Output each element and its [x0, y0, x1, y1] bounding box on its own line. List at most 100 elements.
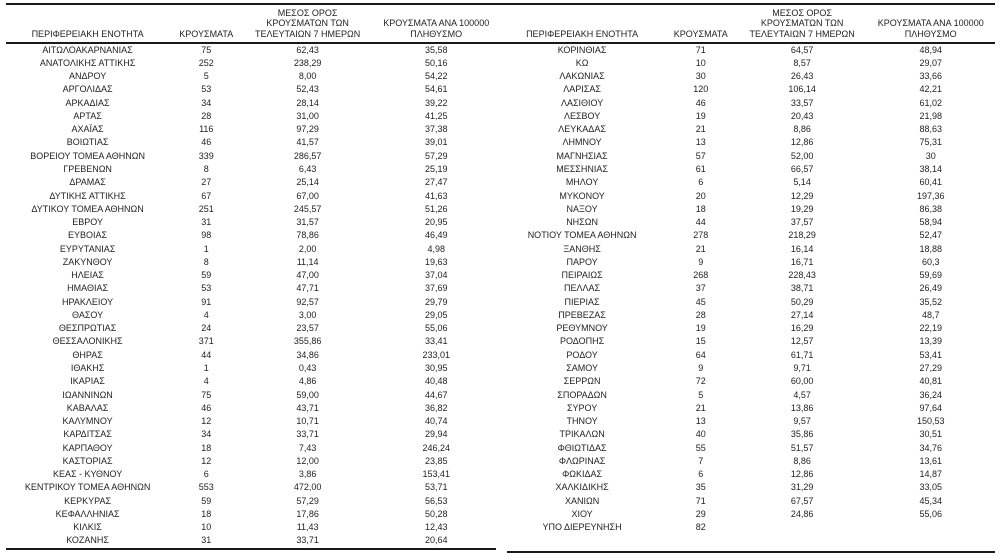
per-100k-cell: 246,24 — [422, 442, 450, 453]
per-100k-cell: 57,29 — [424, 150, 448, 161]
table-body-left: ΑΙΤΩΛΟΑΚΑΡΝΑΝΙΑΣ 75 62,43 35,58 ΑΝΑΤΟΛΙΚΗΣ Α… — [6, 43, 501, 547]
cases-cell: 31 — [201, 217, 212, 228]
per-100k-cell: 30 — [925, 150, 936, 161]
bottom-rule-left — [6, 548, 496, 550]
table-row: ΔΥΤΙΚΟΥ ΤΟΜΕΑ ΑΘΗΝΩΝ 251 245,57 51,26 — [6, 202, 501, 215]
per-100k-cell: 35,52 — [919, 296, 942, 307]
per-100k-cell: 46,49 — [424, 230, 448, 241]
avg-7day-cell: 37,57 — [790, 217, 814, 228]
avg-7day-cell: 2,00 — [298, 243, 317, 254]
region-name-cell: ΘΕΣΠΡΩΤΙΑΣ — [58, 323, 117, 334]
table-row: ΣΑΜΟΥ 9 9,71 27,29 — [501, 361, 996, 374]
cases-cell: 28 — [695, 309, 706, 320]
table-row: ΧΑΛΚΙΔΙΚΗΣ 35 31,29 33,05 — [501, 481, 996, 494]
region-name-cell: ΚΕΑΣ - ΚΥΘΝΟΥ — [52, 469, 123, 480]
region-name-cell: ΠΙΕΡΙΑΣ — [564, 296, 600, 307]
table-row: ΚΑΡΠΑΘΟΥ 18 7,43 246,24 — [6, 441, 501, 454]
cases-cell: 72 — [695, 376, 706, 387]
table-row: ΝΑΞΟΥ 18 19,29 86,38 — [501, 202, 996, 215]
column-header-per-100k: ΚΡΟΥΣΜΑΤΑ ΑΝΑ 100000 ΠΛΗΘΥΣΜΟ — [371, 5, 501, 44]
region-name-cell: ΠΕΙΡΑΙΩΣ — [561, 270, 603, 281]
region-name-cell: ΗΜΑΘΙΑΣ — [67, 283, 109, 294]
region-name-cell: ΚΙΛΚΙΣ — [73, 522, 102, 533]
region-name-cell: ΓΡΕΒΕΝΩΝ — [63, 164, 112, 175]
table-row: ΗΜΑΘΙΑΣ 53 47,71 37,69 — [6, 282, 501, 295]
per-100k-cell: 40,81 — [919, 376, 942, 387]
region-name-cell: ΜΕΣΣΗΝΙΑΣ — [556, 164, 608, 175]
table-row: ΛΑΚΩΝΙΑΣ 30 26,43 33,66 — [501, 70, 996, 83]
cases-cell: 40 — [695, 429, 706, 440]
table-row: ΜΥΚΟΝΟΥ 20 12,29 197,36 — [501, 189, 996, 202]
region-name-cell: ΖΑΚΥΝΘΟΥ — [62, 256, 113, 267]
avg-7day-cell: 31,00 — [296, 110, 319, 121]
per-100k-cell: 52,47 — [919, 230, 942, 241]
region-name-cell: ΗΡΑΚΛΕΙΟΥ — [62, 296, 114, 307]
table-row: ΑΝΑΤΟΛΙΚΗΣ ΑΤΤΙΚΗΣ 252 238,29 50,16 — [6, 56, 501, 69]
region-name-cell: ΚΕΡΚΥΡΑΣ — [64, 495, 112, 506]
table-row: ΑΙΤΩΛΟΑΚΑΡΝΑΝΙΑΣ 75 62,43 35,58 — [6, 43, 501, 56]
cases-cell: 10 — [201, 522, 212, 533]
table-row: ΧΑΝΙΩΝ 71 67,57 45,34 — [501, 494, 996, 507]
cases-cell: 27 — [201, 177, 212, 188]
table-row: ΑΡΤΑΣ 28 31,00 41,25 — [6, 109, 501, 122]
cases-cell: 116 — [199, 124, 214, 135]
cases-cell: 21 — [695, 243, 706, 254]
cases-cell: 37 — [695, 283, 706, 294]
cases-cell: 31 — [201, 535, 212, 546]
table-row: ΙΚΑΡΙΑΣ 4 4,86 40,48 — [6, 375, 501, 388]
per-100k-cell: 29,07 — [919, 57, 942, 68]
table-row: ΔΥΤΙΚΗΣ ΑΤΤΙΚΗΣ 67 67,00 41,63 — [6, 189, 501, 202]
avg-7day-cell: 59,00 — [296, 389, 319, 400]
cases-cell: 12 — [201, 416, 212, 427]
avg-7day-cell: 4,57 — [793, 389, 811, 400]
cases-cell: 24 — [201, 323, 212, 334]
table-row: ΑΡΓΟΛΙΔΑΣ 53 52,43 54,61 — [6, 83, 501, 96]
avg-7day-cell: 50,29 — [790, 296, 814, 307]
region-name-cell: ΛΑΣΙΘΙΟΥ — [560, 97, 604, 108]
avg-7day-cell: 67,57 — [790, 495, 814, 506]
avg-7day-cell: 106,14 — [788, 84, 816, 95]
region-name-cell: ΤΡΙΚΑΛΩΝ — [559, 429, 605, 440]
avg-7day-cell: 8,00 — [298, 71, 317, 82]
region-name-cell: ΛΕΣΒΟΥ — [563, 110, 601, 121]
region-name-cell: ΛΑΚΩΝΙΑΣ — [559, 71, 605, 82]
region-name-cell: ΙΚΑΡΙΑΣ — [70, 376, 105, 387]
region-name-cell: ΚΩ — [575, 57, 589, 68]
avg-7day-cell: 0,43 — [298, 363, 317, 373]
table-row: ΜΗΛΟΥ 6 5,14 60,41 — [501, 176, 996, 189]
avg-7day-cell: 64,57 — [790, 45, 814, 56]
table-row: ΚΕΡΚΥΡΑΣ 59 57,29 56,53 — [6, 494, 501, 507]
avg-7day-cell: 92,57 — [296, 296, 319, 307]
per-100k-cell: 51,26 — [424, 203, 448, 214]
column-header-region: ΠΕΡΙΦΕΡΕΙΑΚΗ ΕΝΟΤΗΤΑ — [6, 5, 170, 44]
column-header-region: ΠΕΡΙΦΕΡΕΙΑΚΗ ΕΝΟΤΗΤΑ — [500, 5, 664, 44]
region-name-cell: ΔΥΤΙΚΗΣ ΑΤΤΙΚΗΣ — [49, 190, 126, 201]
per-100k-cell: 21,98 — [919, 110, 942, 121]
avg-7day-cell: 60,00 — [790, 376, 814, 387]
cases-cell: 18 — [201, 508, 212, 519]
per-100k-cell: 37,69 — [424, 283, 448, 294]
cases-cell: 21 — [695, 124, 706, 135]
per-100k-cell: 86,38 — [919, 203, 942, 214]
cases-cell: 53 — [201, 84, 212, 95]
avg-7day-cell: 286,57 — [293, 150, 322, 161]
cases-cell: 268 — [693, 270, 709, 281]
region-name-cell: ΠΡΕΒΕΖΑΣ — [558, 309, 606, 320]
table-row: ΣΕΡΡΩΝ 72 60,00 40,81 — [501, 375, 996, 388]
column-header-avg-7day: ΜΕΣΟΣ ΟΡΟΣ ΚΡΟΥΣΜΑΤΩΝ ΤΩΝ ΤΕΛΕΥΤΑΙΩΝ 7 ΗΜΕ… — [737, 5, 867, 44]
per-100k-cell: 58,94 — [919, 217, 942, 228]
table-row: ΡΟΔΟΥ 64 61,71 53,41 — [501, 348, 996, 361]
per-100k-cell: 55,06 — [919, 508, 942, 519]
per-100k-cell: 75,31 — [919, 137, 942, 148]
table-row: ΑΧΑΪΑΣ 116 97,29 37,38 — [6, 123, 501, 136]
table-row: ΑΝΔΡΟΥ 5 8,00 54,22 — [6, 70, 501, 83]
table-row: ΚΑΣΤΟΡΙΑΣ 12 12,00 23,85 — [6, 454, 501, 467]
cases-cell: 20 — [695, 190, 706, 201]
avg-7day-cell: 9,57 — [793, 416, 811, 427]
table-row: ΝΗΣΩΝ 44 37,57 58,94 — [501, 215, 996, 228]
per-100k-cell: 44,67 — [424, 389, 448, 400]
per-100k-cell: 54,22 — [424, 71, 448, 82]
per-100k-cell: 37,38 — [424, 124, 448, 135]
cases-cell: 30 — [695, 71, 706, 82]
